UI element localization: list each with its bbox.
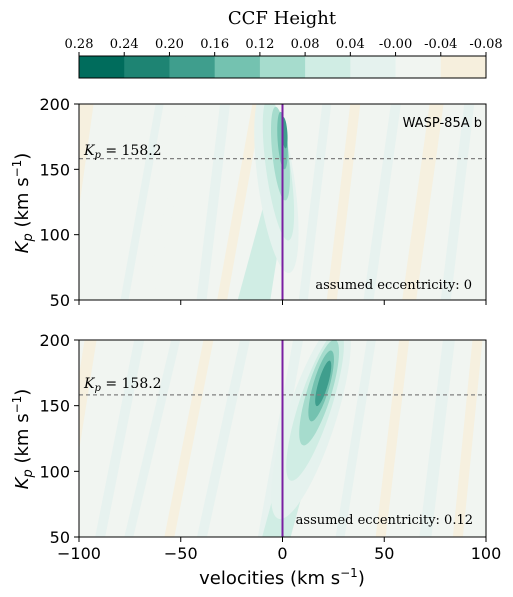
- colorbar-tick-label: 0.24: [110, 37, 139, 52]
- y-tick-label: 150: [39, 397, 70, 416]
- colorbar-title: CCF Height: [228, 8, 337, 29]
- ccf-contour-band: [363, 104, 401, 300]
- x-tick-label: −100: [57, 544, 101, 563]
- colorbar-segment: [350, 56, 397, 78]
- y-tick-label: 200: [39, 95, 70, 114]
- colorbar-tick-label: 0.08: [291, 37, 320, 52]
- kp-label-top: Kp = 158.2: [83, 143, 162, 161]
- y-axis-label-top: Kp (km s−1): [10, 153, 36, 254]
- eccentricity-label-bottom: assumed eccentricity: 0.12: [296, 513, 473, 528]
- ccf-contour-band: [79, 104, 94, 209]
- colorbar-segment: [440, 56, 487, 78]
- colorbar-tick-label: -0.08: [469, 37, 502, 52]
- colorbar-tick-label: -0.04: [424, 37, 457, 52]
- ccf-contour-band: [124, 340, 181, 537]
- colorbar-segment: [305, 56, 351, 78]
- colorbar-frame: [78, 55, 487, 79]
- ccf-contour-band: [217, 104, 263, 300]
- colorbar-tick-label: 0.20: [155, 37, 184, 52]
- ccf-contour-band: [335, 340, 376, 537]
- planet-name-label: WASP-85A b: [403, 116, 482, 131]
- ccf-contour-band: [375, 340, 410, 537]
- colorbar-segment: [214, 56, 261, 78]
- y-tick-label: 100: [39, 462, 70, 481]
- colorbar-tick-label: 0.04: [336, 37, 365, 52]
- ccf-contour-band: [419, 340, 455, 537]
- colorbar: 0.28 0.24 0.20 0.16 0.12 0.08 0.04 -0.00 -0.04 -0…: [65, 37, 503, 79]
- ccf-contour-band: [196, 340, 250, 537]
- y-tick-label: 100: [39, 226, 70, 245]
- kp-label-bottom: Kp = 158.2: [83, 376, 162, 394]
- ccf-contour-band: [145, 104, 197, 300]
- x-tick-label: 50: [374, 544, 394, 563]
- ccf-contour-band: [440, 104, 475, 300]
- ccf-contour-band: [120, 104, 164, 300]
- colorbar-segment: [124, 56, 170, 78]
- colorbar-segment: [169, 56, 216, 78]
- ccf-contour-band: [402, 104, 444, 300]
- ccf-contour-band: [196, 104, 231, 300]
- x-tick-label: 100: [471, 544, 502, 563]
- y-tick-label: 200: [39, 331, 70, 350]
- ccf-contour-band: [95, 340, 145, 537]
- ccf-contour-band: [326, 104, 361, 300]
- x-tick-label: −50: [164, 544, 198, 563]
- panel-bottom: 50 100 150 200 −100 −50 0 50 100 Kp = 158.2 assu…: [39, 331, 502, 563]
- colorbar-tick-label: -0.00: [379, 37, 412, 52]
- x-tick-label: 0: [277, 544, 287, 563]
- ccf-contour-band: [452, 340, 483, 537]
- y-tick-label: 50: [50, 291, 70, 310]
- ccf-contour-band: [164, 340, 214, 537]
- colorbar-segment: [79, 56, 125, 78]
- colorbar-tick-label: 0.12: [245, 37, 274, 52]
- x-axis-label: velocities (km s−1): [199, 566, 365, 589]
- y-tick-label: 50: [50, 528, 70, 547]
- y-tick-label: 150: [39, 160, 70, 179]
- colorbar-tick-label: 0.28: [65, 37, 94, 52]
- colorbar-segment: [395, 56, 442, 78]
- colorbar-tick-label: 0.16: [200, 37, 229, 52]
- ccf-contour-band: [298, 104, 332, 300]
- y-axis-label-bottom: Kp (km s−1): [10, 389, 36, 490]
- eccentricity-label-top: assumed eccentricity: 0: [315, 278, 472, 293]
- panel-top: 50 100 150 200 WASP-85A b Kp = 158.2 assume…: [39, 95, 487, 310]
- colorbar-segment: [259, 56, 306, 78]
